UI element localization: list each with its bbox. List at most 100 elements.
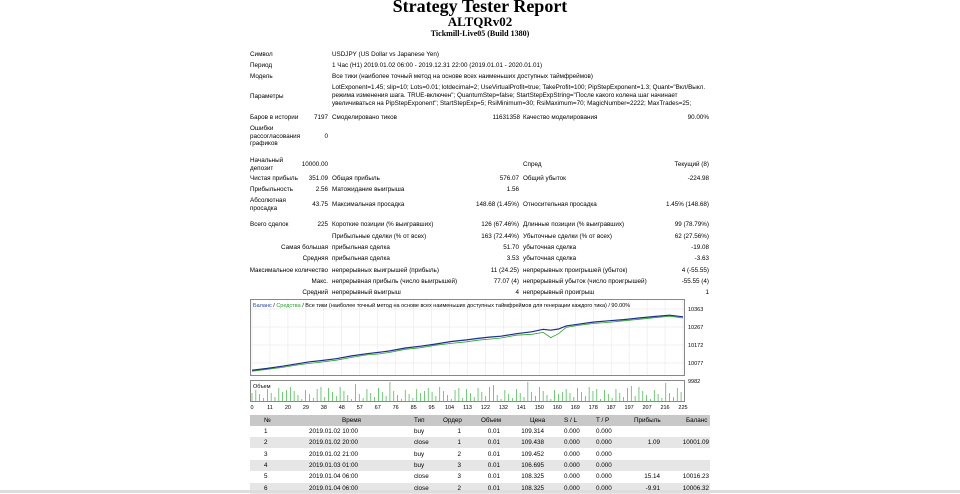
- short-positions-label: Короткие позиции (% выигравших): [332, 221, 434, 228]
- expected-payoff-value: 1.56: [506, 186, 519, 193]
- period-label: Период: [250, 62, 273, 69]
- table-cell: 5: [264, 473, 268, 481]
- table-row: 3 2019.01.02 21:00 buy 2 0.01 109.452 0.000 0.0…: [250, 449, 710, 460]
- table-cell: 109.452: [521, 450, 544, 458]
- loss-trades-value: 62 (27.56%): [674, 233, 709, 240]
- period-value: 1 Час (H1) 2019.01.02 06:00 - 2019.12.31…: [332, 62, 543, 69]
- x-tick-label: 122: [481, 405, 490, 411]
- bars-label: Баров в истории: [250, 114, 299, 121]
- table-cell: 2: [457, 450, 461, 458]
- table-cell: 108.325: [521, 473, 544, 481]
- x-tick-label: 20: [285, 405, 291, 411]
- y-tick-label: 10363: [688, 307, 703, 313]
- col-profit: Прибыль: [634, 417, 661, 424]
- table-cell: 4: [264, 461, 268, 469]
- table-cell: buy: [414, 461, 425, 469]
- max-drawdown-value: 148.68 (1.45%): [475, 201, 519, 208]
- gross-loss-label: Общий убыток: [523, 175, 566, 182]
- avg-wins-value: 4: [515, 289, 519, 296]
- report-title: Strategy Tester Report: [392, 0, 568, 16]
- balance-line: [251, 314, 684, 371]
- x-tick-label: 216: [660, 405, 669, 411]
- abs-drawdown-value: 43.75: [312, 201, 328, 208]
- table-cell: 108.325: [521, 484, 544, 492]
- symbol-value: USDJPY (US Dollar vs Japanese Yen): [332, 51, 439, 58]
- expert-name: ALTQRv02: [447, 14, 513, 29]
- total-trades-label: Всего сделок: [250, 221, 289, 228]
- profit-trades-label: Прибыльные сделки (% от всех): [332, 233, 427, 240]
- table-cell: 6: [264, 484, 268, 492]
- errors-label: Ошибки рассогласования графиков: [250, 125, 301, 147]
- col-time: Время: [342, 417, 361, 424]
- table-cell: 109.438: [521, 439, 544, 447]
- chart-legend: Баланс / Средства / Все тики (наиболее т…: [253, 302, 630, 309]
- largest-loss-value: -19.08: [691, 244, 709, 251]
- largest-profit-label: прибыльная сделка: [332, 244, 390, 251]
- y-tick-label: 9982: [688, 379, 700, 385]
- col-balance: Баланс: [686, 417, 708, 424]
- table-cell: 106.695: [521, 461, 544, 469]
- x-tick-label: 57: [357, 405, 363, 411]
- volume-bars: [251, 382, 682, 401]
- spread-label: Спред: [523, 161, 542, 168]
- x-tick-label: 132: [499, 405, 508, 411]
- avg-consecutive-label: Средний: [302, 289, 328, 296]
- col-number: №: [264, 417, 271, 424]
- avg-wins-label: непрерывный выигрыш: [332, 289, 401, 296]
- expected-payoff-label: Матожидание выигрыша: [332, 186, 405, 193]
- bars-value: 7197: [313, 114, 328, 121]
- x-tick-label: 67: [375, 405, 381, 411]
- deposit-value: 10000.00: [301, 161, 328, 168]
- gross-profit-value: 576.07: [499, 175, 519, 182]
- params-line-2: режима изменения шага. TRUE-включен"; Qu…: [332, 92, 678, 99]
- symbol-label: Символ: [250, 51, 273, 58]
- page-bottom-bar: [0, 490, 960, 493]
- table-cell: close: [414, 473, 429, 481]
- table-row: 6 2019.01.04 06:00 close 2 0.01 108.325 0.000 0…: [250, 482, 710, 494]
- short-positions-value: 126 (67.46%): [481, 221, 519, 228]
- table-cell: 0.000: [564, 473, 580, 481]
- x-tick-label: 0: [250, 405, 253, 411]
- x-tick-label: 187: [607, 405, 616, 411]
- long-positions-value: 99 (78.79%): [674, 221, 709, 228]
- x-tick-label: 104: [445, 405, 454, 411]
- table-cell: 10016.23: [682, 473, 709, 481]
- max-wins-label: непрерывных выигрышей (прибыль): [332, 267, 439, 274]
- model-value: Все тики (наиболее точный метод на основ…: [332, 73, 593, 80]
- volume-plot-frame: [250, 380, 685, 402]
- table-cell: 0.000: [596, 428, 612, 435]
- ticks-label: Смоделировано тиков: [332, 114, 397, 121]
- table-cell: -9.91: [645, 484, 660, 492]
- table-cell: 0.000: [596, 461, 612, 469]
- x-tick-label: 113: [463, 405, 472, 411]
- abs-drawdown-label: Абсолютная просадка: [250, 197, 286, 212]
- table-cell: 3: [457, 473, 461, 481]
- trades-table-header: № Время Тип Ордер Объем Цена S / L T / P…: [250, 415, 710, 426]
- loss-trades-label: Убыточные сделки (% от всех): [523, 233, 612, 240]
- balance-chart: Баланс / Средства / Все тики (наиболее т…: [250, 299, 703, 411]
- net-profit-value: 351.09: [308, 175, 328, 182]
- x-tick-label: 225: [678, 405, 687, 411]
- table-cell: 3: [264, 450, 268, 458]
- max-losses-label: непрерывных проигрышей (убыток): [523, 267, 628, 274]
- x-tick-labels: 0 11 20 29 38 48 57 67 76 85 95 104 113 122 132 141 150 1…: [250, 405, 687, 411]
- table-cell: buy: [414, 450, 425, 458]
- table-cell: 0.01: [487, 428, 500, 435]
- profit-factor-value: 2.56: [315, 186, 328, 193]
- table-cell: 1: [457, 439, 461, 447]
- table-cell: 0.01: [487, 450, 500, 458]
- params-line-3: увеличиваться на PipStepExponent"; Start…: [332, 100, 692, 107]
- params-line-1: LotExponent=1.45; slip=10; Lots=0.01; lo…: [332, 84, 706, 91]
- profit-factor-label: Прибыльность: [250, 186, 293, 193]
- largest-loss-label: убыточная сделка: [523, 244, 577, 251]
- table-cell: 2019.01.02 21:00: [308, 450, 358, 458]
- table-cell: 0.000: [564, 461, 580, 469]
- max-wins-value: 11 (24.25): [490, 267, 519, 274]
- equity-line: [251, 315, 684, 372]
- y-tick-labels: 10363 10267 10172 10077 9982: [688, 307, 703, 385]
- x-tick-label: 76: [393, 405, 399, 411]
- profit-trades-value: 163 (72.44%): [481, 233, 519, 240]
- x-tick-label: 197: [625, 405, 634, 411]
- col-volume: Объем: [481, 417, 502, 424]
- avg-losses-label: непрерывный проигрыш: [523, 289, 595, 296]
